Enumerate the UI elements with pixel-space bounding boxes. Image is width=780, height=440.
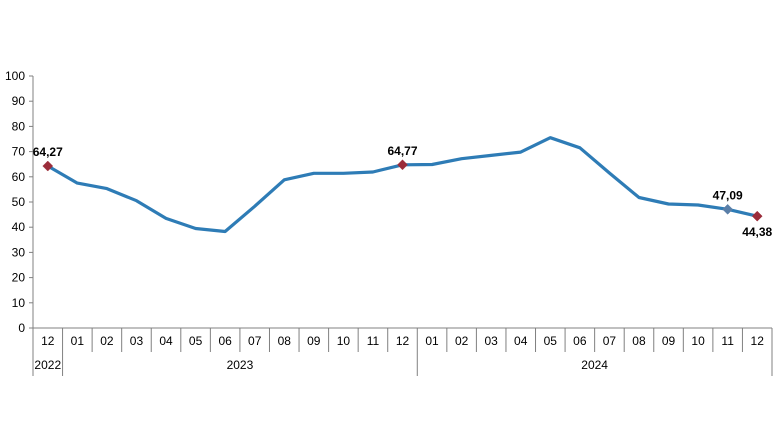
data-point-marker bbox=[722, 203, 734, 215]
data-point-marker bbox=[397, 159, 408, 171]
y-tick-label: 50 bbox=[12, 195, 26, 209]
x-tick-label: 05 bbox=[189, 334, 203, 348]
x-tick-label: 10 bbox=[337, 334, 351, 348]
x-tick-label: 03 bbox=[485, 334, 499, 348]
markers bbox=[42, 159, 763, 222]
data-point-marker bbox=[42, 160, 54, 172]
data-label: 44,38 bbox=[742, 225, 772, 239]
x-tick-label: 12 bbox=[751, 334, 765, 348]
data-point-marker bbox=[751, 210, 763, 222]
data-label: 47,09 bbox=[713, 188, 743, 202]
x-tick-label: 09 bbox=[662, 334, 676, 348]
data-label: 64,77 bbox=[387, 144, 417, 158]
y-tick-label: 90 bbox=[12, 94, 26, 108]
x-tick-label: 01 bbox=[71, 334, 85, 348]
y-tick-label: 0 bbox=[18, 321, 25, 335]
x-tick-label: 01 bbox=[425, 334, 439, 348]
data-labels: 64,27 64,77 47,09 44,38 bbox=[33, 144, 773, 239]
x-tick-label: 11 bbox=[721, 334, 734, 348]
y-tick-label: 60 bbox=[12, 170, 26, 184]
y-tick-label: 80 bbox=[12, 119, 26, 133]
x-tick-label: 04 bbox=[514, 334, 528, 348]
x-tick-label: 03 bbox=[130, 334, 144, 348]
x-tick-label: 12 bbox=[396, 334, 410, 348]
year-label: 2022 bbox=[34, 358, 61, 372]
y-tick-label: 100 bbox=[5, 69, 25, 83]
x-tick-label: 06 bbox=[573, 334, 587, 348]
x-tick-label: 07 bbox=[248, 334, 262, 348]
year-label: 2023 bbox=[227, 358, 254, 372]
y-tick-label: 10 bbox=[12, 296, 26, 310]
x-tick-label: 05 bbox=[544, 334, 558, 348]
x-tick-label: 04 bbox=[159, 334, 173, 348]
x-tick-label: 02 bbox=[455, 334, 469, 348]
y-tick-label: 30 bbox=[12, 245, 26, 259]
x-tick-label: 02 bbox=[100, 334, 114, 348]
year-label: 2024 bbox=[581, 358, 608, 372]
x-tick-label: 11 bbox=[367, 334, 380, 348]
data-label: 64,27 bbox=[33, 145, 63, 159]
x-tick-label: 12 bbox=[41, 334, 55, 348]
y-tick-label: 40 bbox=[12, 220, 26, 234]
x-tick-label: 09 bbox=[307, 334, 321, 348]
y-tick-label: 20 bbox=[12, 271, 26, 285]
y-tick-label: 70 bbox=[12, 145, 26, 159]
x-tick-label: 07 bbox=[603, 334, 617, 348]
x-tick-label: 08 bbox=[632, 334, 646, 348]
x-tick-label: 10 bbox=[691, 334, 705, 348]
x-tick-label: 06 bbox=[218, 334, 232, 348]
x-tick-label: 08 bbox=[278, 334, 292, 348]
